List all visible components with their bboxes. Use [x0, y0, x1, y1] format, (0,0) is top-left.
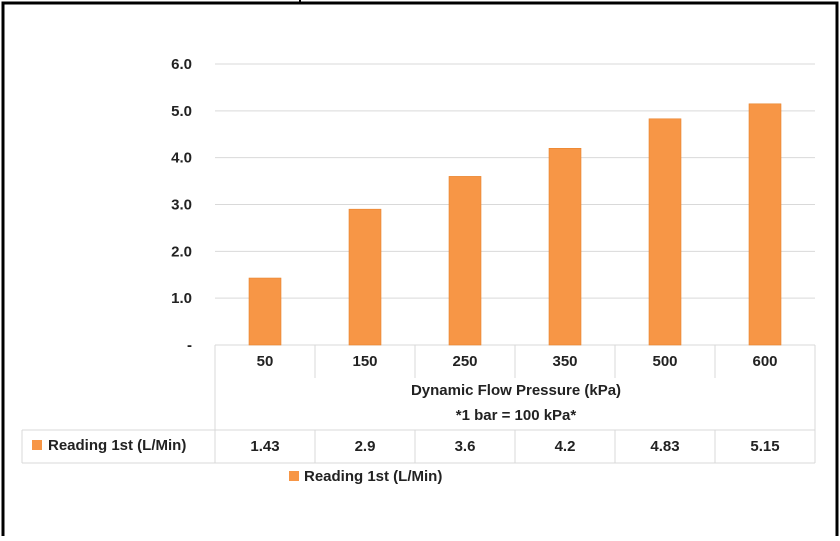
y-tick-label: 5.0: [171, 103, 192, 120]
table-cell-value: 4.2: [555, 438, 576, 455]
table-cell-value: 4.83: [650, 438, 679, 455]
y-tick-label: 3.0: [171, 197, 192, 214]
legend-swatch: [289, 471, 299, 481]
y-tick-label: 2.0: [171, 243, 192, 260]
bar: [448, 176, 482, 346]
table-cell-value: 1.43: [250, 438, 279, 455]
legend-label: Reading 1st (L/Min): [304, 468, 442, 485]
x-axis-note: *1 bar = 100 kPa*: [456, 407, 577, 424]
y-tick-label: 4.0: [171, 150, 192, 167]
x-tick-label: 150: [352, 353, 377, 370]
bar: [748, 103, 782, 346]
table-cell-value: 3.6: [455, 438, 476, 455]
x-tick-label: 500: [652, 353, 677, 370]
table-cell-value: 2.9: [355, 438, 376, 455]
y-tick-label: 1.0: [171, 290, 192, 307]
x-tick-label: 350: [552, 353, 577, 370]
x-tick-label: 50: [257, 353, 274, 370]
x-tick-label: 600: [752, 353, 777, 370]
x-axis-ticks: 50 1.43 150 2.9 250 3.6 350 4.2 500 4.83 600 5.15: [250, 353, 779, 455]
bar: [548, 148, 582, 346]
bar: [248, 277, 282, 346]
legend: Reading 1st (L/Min): [289, 468, 442, 485]
x-axis-title: Dynamic Flow Pressure (kPa): [411, 382, 621, 399]
table-legend-swatch: [32, 440, 42, 450]
data-table-row-header: Reading 1st (L/Min): [32, 437, 186, 454]
y-axis-ticks: - 1.0 2.0 3.0 4.0 5.0 6.0: [171, 56, 192, 354]
bars: [248, 103, 782, 346]
table-series-label: Reading 1st (L/Min): [48, 437, 186, 454]
gridlines: [215, 63, 815, 346]
y-tick-label: -: [187, 337, 192, 354]
bar: [348, 208, 382, 346]
bar: [648, 118, 682, 346]
x-tick-label: 250: [452, 353, 477, 370]
y-tick-label: 6.0: [171, 56, 192, 73]
data-table: [21, 345, 816, 464]
table-cell-value: 5.15: [750, 438, 779, 455]
